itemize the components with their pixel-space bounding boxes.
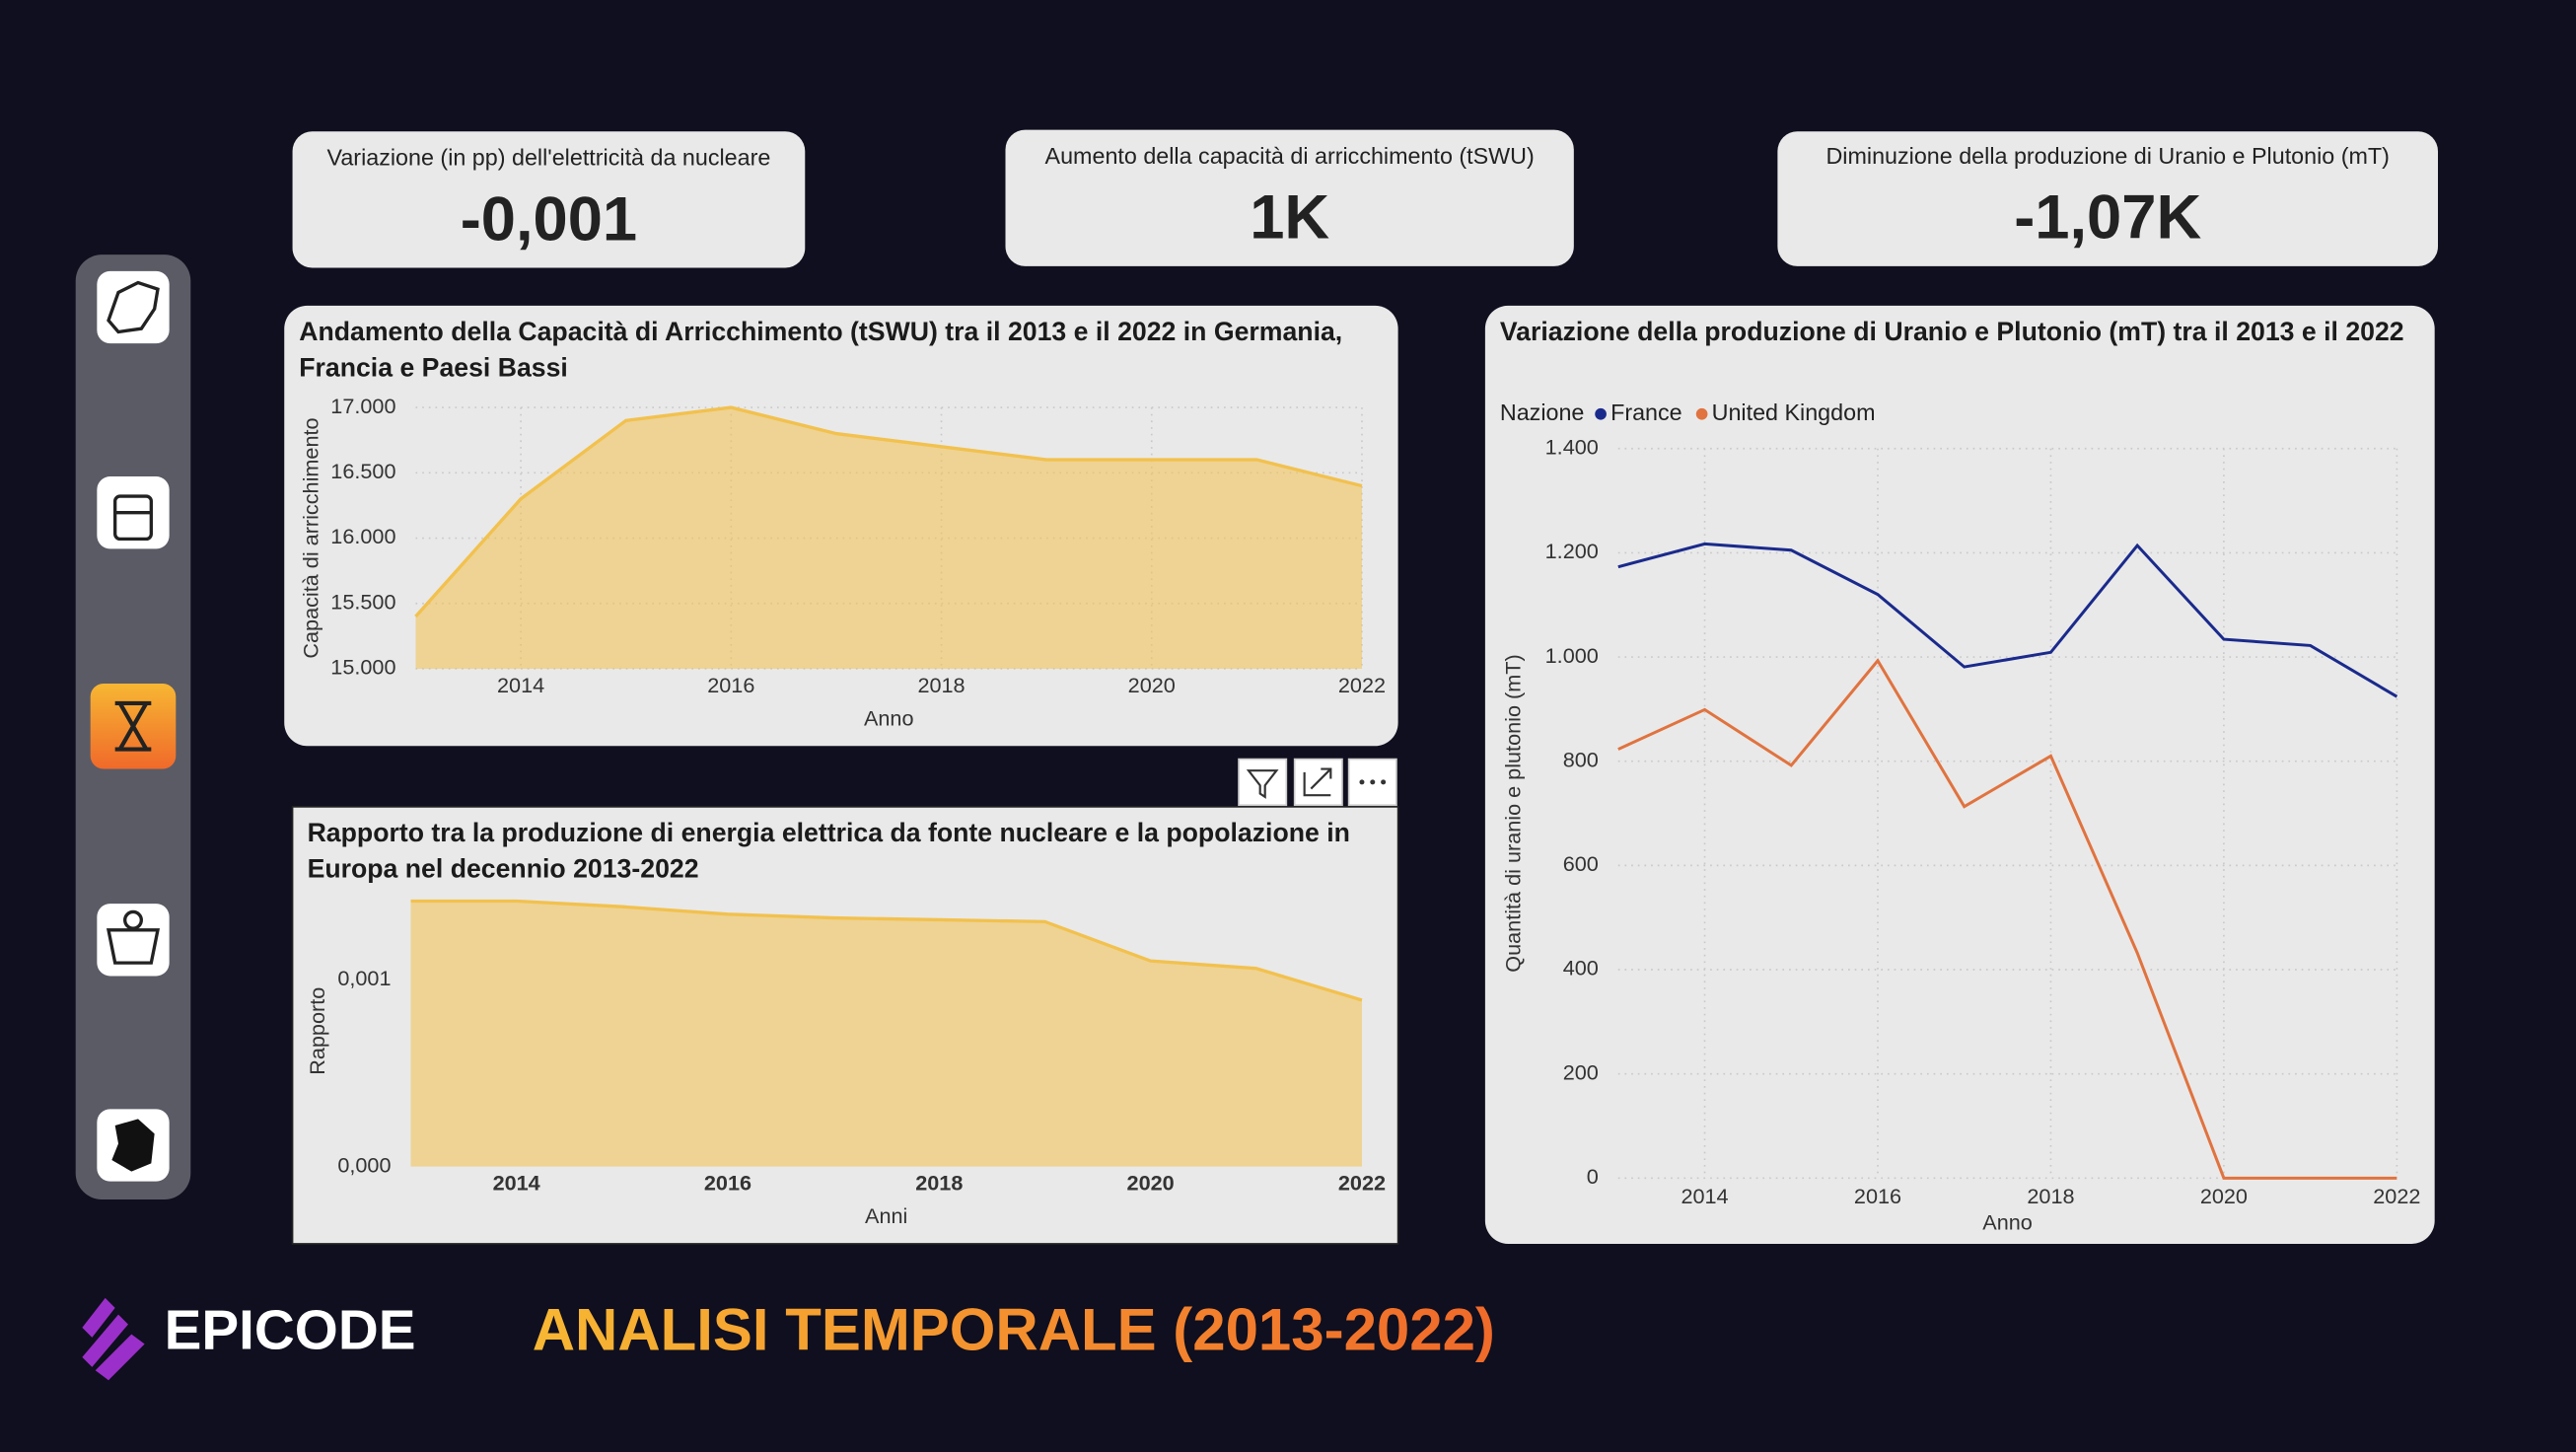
y-tick-label: 0 [1587, 1164, 1599, 1189]
x-tick-label: 2022 [2373, 1184, 2420, 1208]
x-tick-label: 2014 [497, 673, 544, 697]
legend-label: United Kingdom [1712, 399, 1876, 425]
x-tick-label: 2018 [917, 673, 965, 697]
x-tick-label: 2018 [2027, 1184, 2074, 1208]
legend-marker [1695, 407, 1708, 420]
y-tick-label: 15.000 [330, 655, 395, 680]
area-line [414, 405, 1363, 618]
y-tick-label: 16.500 [330, 459, 395, 483]
x-tick-label: 2016 [1854, 1184, 1901, 1208]
y-tick-label: 16.000 [330, 524, 395, 548]
x-tick-label: 2022 [1338, 1171, 1386, 1196]
x-tick-label: 2020 [1128, 673, 1176, 697]
y-tick-label: 1.400 [1545, 434, 1599, 459]
chart-title-box: Andamento della Capacità di Arricchiment… [299, 319, 1343, 384]
y-tick-label: 1.200 [1545, 539, 1599, 563]
kpi-label: Variazione (in pp) dell'elettricità da n… [327, 145, 771, 171]
y-tick-label: 600 [1563, 851, 1599, 876]
nav-button[interactable] [97, 476, 170, 549]
nav-button-active[interactable] [90, 683, 177, 769]
nav-button[interactable] [97, 270, 170, 344]
x-axis-title: Anno [864, 705, 914, 730]
chart-title-box: Rapporto tra la produzione di energia el… [307, 820, 1350, 885]
chart-card [1484, 305, 2435, 1244]
kpi-card [292, 131, 806, 268]
series-line [1617, 542, 2398, 698]
nav-button[interactable] [97, 904, 170, 977]
kpi-value: -1,07K [2014, 183, 2201, 253]
legend-marker [1595, 407, 1607, 420]
kpi-value: 1K [1250, 183, 1329, 253]
area-fill [415, 407, 1362, 669]
brand: EPICODE [165, 1300, 416, 1362]
chart-title-box: Variazione della produzione di Uranio e … [1499, 319, 2404, 347]
kpi-value: -0,001 [461, 184, 637, 254]
nav-button[interactable] [97, 1109, 170, 1182]
x-tick-label: 2014 [1681, 1184, 1728, 1208]
series-line [1617, 658, 2397, 1180]
x-axis-title: Anni [865, 1203, 907, 1228]
area-fill [410, 901, 1362, 1167]
y-tick-label: 15.500 [330, 589, 395, 614]
x-tick-label: 2020 [2200, 1184, 2248, 1208]
legend-label: France [1610, 399, 1682, 425]
x-tick-label: 2014 [493, 1171, 540, 1196]
y-tick-label: 1.000 [1545, 643, 1599, 668]
y-axis-title: Rapporto [305, 987, 329, 1075]
legend-title: Nazione [1500, 399, 1585, 425]
y-axis-title: Capacità di arricchimento [298, 417, 322, 658]
page-title: ANALISI TEMPORALE (2013-2022) [533, 1296, 1495, 1362]
y-tick-label: 0,001 [337, 966, 391, 990]
kpi-label: Aumento della capacità di arricchimento … [1045, 143, 1535, 169]
area-line [410, 899, 1363, 1002]
y-tick-label: 0,000 [337, 1152, 391, 1177]
chart-title: Variazione della produzione di Uranio e … [1499, 319, 2404, 347]
x-tick-label: 2016 [704, 1171, 751, 1196]
y-axis-title: Quantità di uranio e plutonio (mT) [1501, 654, 1526, 972]
x-tick-label: 2018 [915, 1171, 963, 1196]
x-tick-label: 2016 [707, 673, 754, 697]
y-tick-label: 17.000 [330, 394, 395, 418]
brand-logo [82, 1297, 145, 1381]
kpi-card [1777, 131, 2439, 266]
kpi-label: Diminuzione della produzione di Uranio e… [1825, 143, 2389, 169]
y-tick-label: 200 [1563, 1059, 1599, 1084]
x-axis-title: Anno [1982, 1210, 2033, 1235]
x-tick-label: 2020 [1127, 1171, 1175, 1196]
y-tick-label: 800 [1563, 747, 1599, 771]
visual-toolbar [1238, 758, 1397, 807]
chart-title: Andamento della Capacità di Arricchiment… [299, 319, 1343, 384]
x-tick-label: 2022 [1338, 673, 1386, 697]
chart-title: Rapporto tra la produzione di energia el… [307, 820, 1350, 885]
kpi-card [1005, 129, 1574, 266]
filter-button[interactable] [1238, 758, 1288, 807]
y-tick-label: 400 [1563, 956, 1599, 980]
